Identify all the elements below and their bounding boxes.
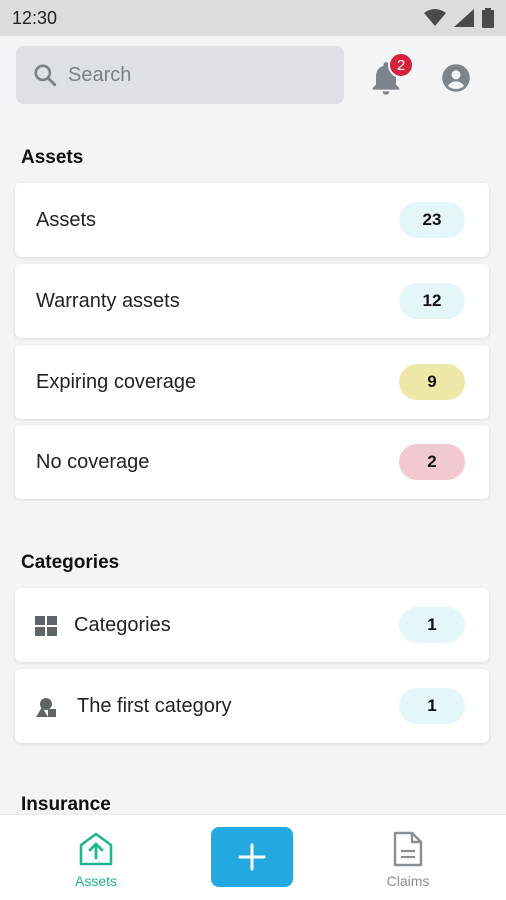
warranty-assets-count-badge: 12	[399, 283, 465, 319]
assets-section-title: Assets	[21, 147, 84, 168]
assets-row-label: Assets	[36, 208, 97, 231]
no-coverage-label: No coverage	[36, 450, 150, 473]
category-shapes-icon	[36, 698, 56, 717]
nav-claims-tab[interactable]: Claims	[368, 831, 448, 889]
status-time: 12:30	[12, 7, 58, 28]
add-button[interactable]	[211, 827, 293, 887]
nav-assets-label: Assets	[74, 873, 117, 889]
categories-count-badge: 1	[399, 607, 465, 643]
categories-row-label: Categories	[74, 613, 171, 636]
search-input[interactable]	[68, 63, 328, 87]
signal-icon	[454, 9, 474, 27]
claims-document-icon	[393, 831, 423, 867]
assets-row[interactable]: Assets 23	[15, 183, 489, 257]
expiring-coverage-row[interactable]: Expiring coverage 9	[15, 345, 489, 419]
status-icons	[424, 8, 494, 28]
top-bar: 2	[0, 36, 506, 116]
categories-section-title: Categories	[21, 552, 120, 573]
assets-count-badge: 23	[399, 202, 465, 238]
warranty-assets-row[interactable]: Warranty assets 12	[15, 264, 489, 338]
no-coverage-count-badge: 2	[399, 444, 465, 480]
insurance-section-title: Insurance	[21, 794, 111, 815]
bottom-navigation: Assets Claims	[0, 814, 506, 900]
notification-count-badge: 2	[388, 52, 414, 78]
plus-icon	[238, 843, 266, 871]
battery-icon	[482, 8, 494, 28]
nav-claims-label: Claims	[386, 873, 430, 889]
account-icon[interactable]	[441, 63, 471, 93]
first-category-label: The first category	[77, 694, 232, 717]
no-coverage-row[interactable]: No coverage 2	[15, 425, 489, 499]
search-icon	[34, 64, 57, 87]
first-category-count-badge: 1	[399, 688, 465, 724]
expiring-coverage-label: Expiring coverage	[36, 370, 197, 393]
first-category-row[interactable]: The first category 1	[15, 669, 489, 743]
nav-assets-tab[interactable]: Assets	[56, 831, 136, 889]
expiring-coverage-count-badge: 9	[399, 364, 465, 400]
wifi-icon	[424, 9, 446, 26]
search-bar[interactable]	[16, 46, 344, 104]
grid-icon	[35, 616, 57, 636]
categories-row[interactable]: Categories 1	[15, 588, 489, 662]
warranty-assets-label: Warranty assets	[36, 289, 180, 312]
status-bar: 12:30	[0, 0, 506, 36]
assets-home-icon	[79, 832, 113, 866]
